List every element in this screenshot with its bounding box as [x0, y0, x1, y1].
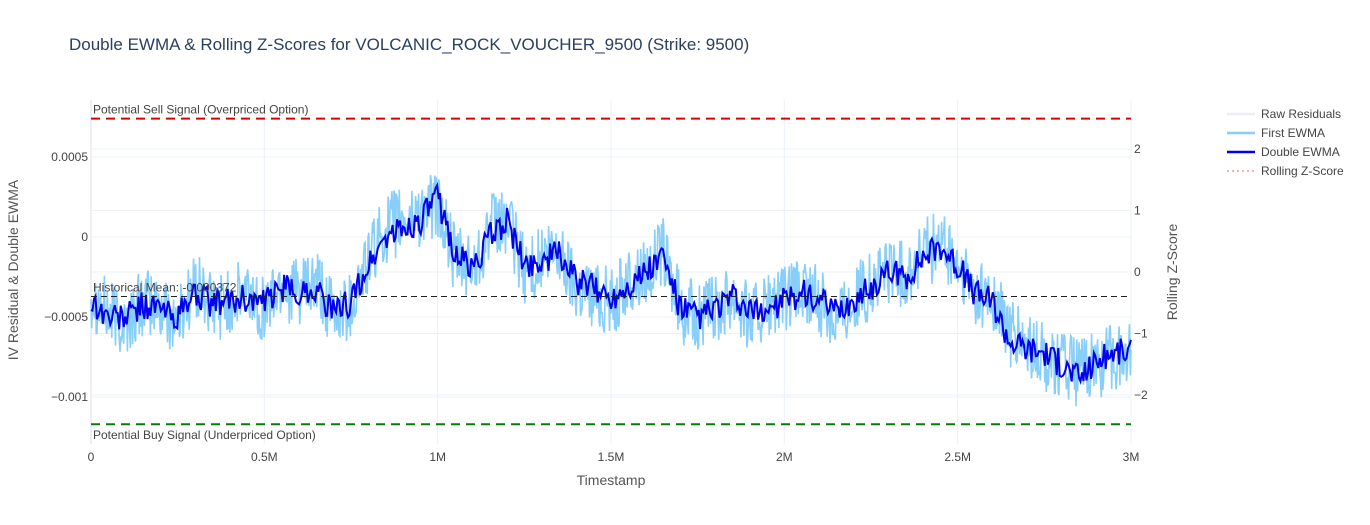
- y2-tick-label: 1: [1134, 204, 1141, 218]
- y2-tick-label: 0: [1134, 265, 1141, 279]
- historical-mean-label: Historical Mean: -0.000372: [93, 281, 237, 295]
- legend-item[interactable]: Raw Residuals: [1227, 107, 1341, 121]
- chart-title: Double EWMA & Rolling Z-Scores for VOLCA…: [69, 35, 749, 54]
- y2-tick-label: 2: [1134, 142, 1141, 156]
- y-tick-label: 0.0005: [51, 150, 88, 164]
- y2-axis-title: Rolling Z-Score: [1164, 224, 1180, 321]
- x-tick-label: 0.5M: [251, 450, 278, 464]
- x-axis: 0 0.5M 1M 1.5M 2M 2.5M 3M: [88, 450, 1140, 464]
- legend-item[interactable]: First EWMA: [1227, 126, 1325, 140]
- x-axis-title: Timestamp: [577, 472, 646, 488]
- reference-lines: Potential Sell Signal (Overpriced Option…: [91, 103, 1131, 442]
- y2-axis: 2 1 0 −1 −2: [1134, 142, 1148, 402]
- plot-area: [90, 174, 1132, 407]
- legend: Raw Residuals First EWMA Double EWMA Rollin…: [1227, 107, 1344, 178]
- x-tick-label: 2.5M: [944, 450, 971, 464]
- x-tick-label: 3M: [1123, 450, 1140, 464]
- y-axis-title: IV Residual & Double EWMA: [5, 179, 21, 360]
- y2-tick-label: −2: [1134, 388, 1148, 402]
- legend-label: Raw Residuals: [1261, 107, 1341, 121]
- x-tick-label: 0: [88, 450, 95, 464]
- x-tick-label: 1M: [429, 450, 446, 464]
- legend-label: First EWMA: [1261, 126, 1325, 140]
- sell-threshold-label: Potential Sell Signal (Overpriced Option…: [93, 103, 308, 117]
- legend-item[interactable]: Rolling Z-Score: [1227, 164, 1344, 178]
- y-tick-label: −0.0005: [44, 310, 88, 324]
- y-axis: 0.0005 0 −0.0005 −0.001: [44, 150, 88, 404]
- series-line-first-ewma: [90, 174, 1132, 407]
- y-tick-label: 0: [81, 230, 88, 244]
- legend-label: Rolling Z-Score: [1261, 164, 1344, 178]
- legend-item[interactable]: Double EWMA: [1227, 145, 1340, 159]
- y2-tick-label: −1: [1134, 327, 1148, 341]
- buy-threshold-label: Potential Buy Signal (Underpriced Option…: [93, 428, 316, 442]
- legend-label: Double EWMA: [1261, 145, 1340, 159]
- x-tick-label: 1.5M: [598, 450, 625, 464]
- series-line-double-ewma: [90, 181, 1132, 386]
- y-tick-label: −0.001: [51, 390, 88, 404]
- x-tick-label: 2M: [776, 450, 793, 464]
